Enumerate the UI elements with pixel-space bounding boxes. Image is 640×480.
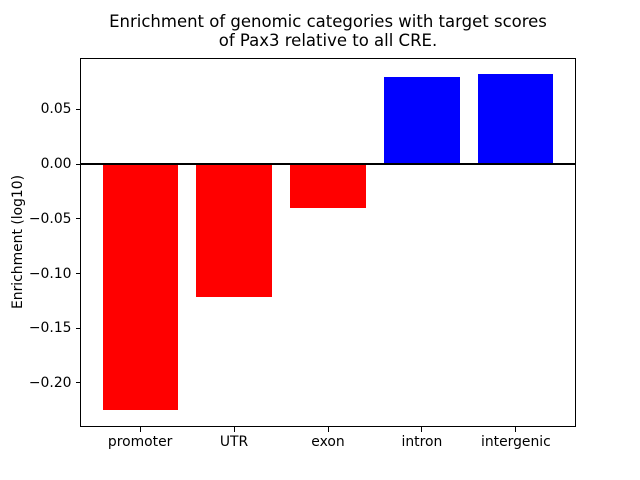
- y-tick-mark: [75, 382, 80, 384]
- y-tick-label: 0.00: [40, 156, 72, 173]
- y-tick-mark: [75, 108, 80, 110]
- x-tick-label-UTR: UTR: [219, 434, 249, 451]
- chart-title: Enrichment of genomic categories with ta…: [80, 12, 576, 50]
- y-tick-mark: [75, 163, 80, 165]
- x-tick-label-promoter: promoter: [107, 434, 173, 451]
- chart-title-line1: Enrichment of genomic categories with ta…: [109, 12, 547, 31]
- y-tick-mark: [75, 218, 80, 220]
- x-tick-mark: [233, 427, 235, 432]
- bar-intergenic: [478, 74, 554, 165]
- bar-promoter: [102, 164, 178, 411]
- x-tick-mark: [327, 427, 329, 432]
- x-tick-label-intergenic: intergenic: [480, 434, 551, 451]
- chart-title-line2: of Pax3 relative to all CRE.: [218, 31, 438, 50]
- y-tick-label: 0.05: [40, 101, 72, 118]
- y-tick-label: −0.15: [28, 320, 72, 337]
- y-tick-label: −0.05: [28, 210, 72, 227]
- x-tick-mark: [421, 427, 423, 432]
- x-tick-label-intron: intron: [401, 434, 443, 451]
- y-tick-mark: [75, 273, 80, 275]
- bar-UTR: [196, 164, 272, 297]
- y-tick-label: −0.20: [28, 374, 72, 391]
- y-tick-mark: [75, 327, 80, 329]
- x-tick-label-exon: exon: [311, 434, 345, 451]
- bar-exon: [290, 164, 366, 208]
- x-tick-mark: [515, 427, 517, 432]
- bar-intron: [384, 76, 460, 165]
- zero-line: [80, 163, 576, 166]
- x-tick-mark: [139, 427, 141, 432]
- plot-area: [80, 57, 576, 428]
- y-tick-label: −0.10: [28, 265, 72, 282]
